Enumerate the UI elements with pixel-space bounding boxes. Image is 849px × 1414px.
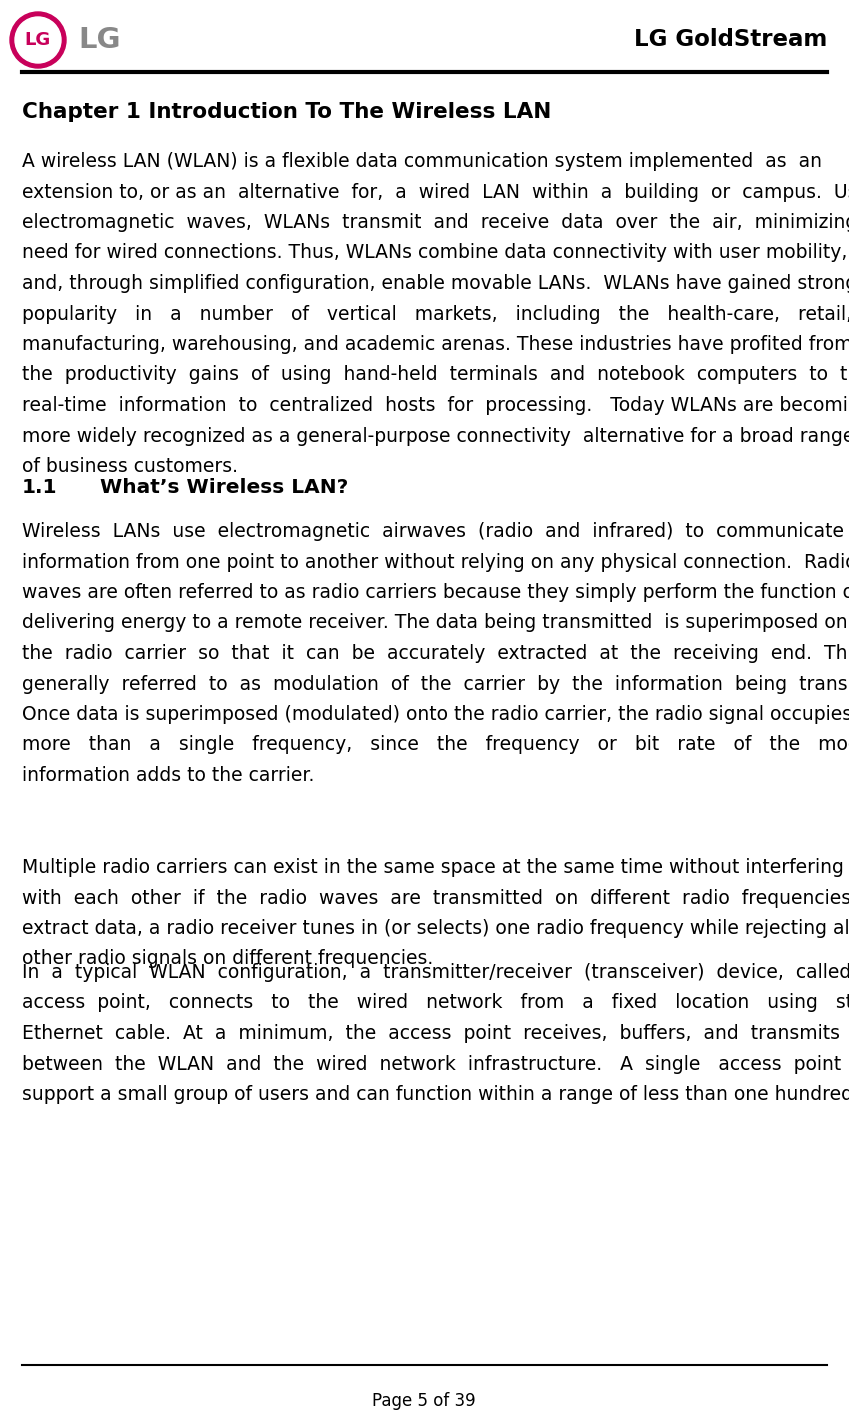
Circle shape	[16, 18, 60, 62]
Text: LG GoldStream: LG GoldStream	[633, 28, 827, 51]
Circle shape	[10, 11, 66, 68]
Text: between  the  WLAN  and  the  wired  network  infrastructure.   A  single   acce: between the WLAN and the wired network i…	[22, 1055, 849, 1073]
Text: Wireless  LANs  use  electromagnetic  airwaves  (radio  and  infrared)  to  comm: Wireless LANs use electromagnetic airwav…	[22, 522, 844, 542]
Text: the  productivity  gains  of  using  hand-held  terminals  and  notebook  comput: the productivity gains of using hand-hel…	[22, 365, 849, 385]
Text: other radio signals on different frequencies.: other radio signals on different frequen…	[22, 949, 433, 969]
Text: access  point,   connects   to   the   wired   network   from   a   fixed   loca: access point, connects to the wired netw…	[22, 994, 849, 1012]
Text: In  a  typical  WLAN  configuration,  a  transmitter/receiver  (transceiver)  de: In a typical WLAN configuration, a trans…	[22, 963, 849, 981]
Circle shape	[13, 14, 64, 65]
Text: more widely recognized as a general-purpose connectivity  alternative for a broa: more widely recognized as a general-purp…	[22, 427, 849, 445]
Text: Multiple radio carriers can exist in the same space at the same time without int: Multiple radio carriers can exist in the…	[22, 858, 844, 877]
Text: real-time  information  to  centralized  hosts  for  processing.   Today WLANs a: real-time information to centralized hos…	[22, 396, 849, 414]
Text: the  radio  carrier  so  that  it  can  be  accurately  extracted  at  the  rece: the radio carrier so that it can be accu…	[22, 643, 849, 663]
Text: extension to, or as an  alternative  for,  a  wired  LAN  within  a  building  o: extension to, or as an alternative for, …	[22, 182, 849, 202]
Text: information from one point to another without relying on any physical connection: information from one point to another wi…	[22, 553, 849, 571]
Text: waves are often referred to as radio carriers because they simply perform the fu: waves are often referred to as radio car…	[22, 583, 849, 602]
Text: of business customers.: of business customers.	[22, 457, 238, 477]
Text: LG: LG	[25, 31, 51, 49]
Text: extract data, a radio receiver tunes in (or selects) one radio frequency while r: extract data, a radio receiver tunes in …	[22, 919, 849, 937]
Text: manufacturing, warehousing, and academic arenas. These industries have profited : manufacturing, warehousing, and academic…	[22, 335, 849, 354]
Text: LG: LG	[78, 25, 121, 54]
Text: more   than   a   single   frequency,   since   the   frequency   or   bit   rat: more than a single frequency, since the …	[22, 735, 849, 755]
Text: 1.1: 1.1	[22, 478, 58, 496]
Circle shape	[15, 17, 61, 64]
Text: support a small group of users and can function within a range of less than one : support a small group of users and can f…	[22, 1085, 849, 1104]
Text: Chapter 1 Introduction To The Wireless LAN: Chapter 1 Introduction To The Wireless L…	[22, 102, 551, 122]
Text: information adds to the carrier.: information adds to the carrier.	[22, 766, 314, 785]
Text: Ethernet  cable.  At  a  minimum,  the  access  point  receives,  buffers,  and : Ethernet cable. At a minimum, the access…	[22, 1024, 849, 1044]
Text: need for wired connections. Thus, WLANs combine data connectivity with user mobi: need for wired connections. Thus, WLANs …	[22, 243, 847, 263]
Text: and, through simplified configuration, enable movable LANs.  WLANs have gained s: and, through simplified configuration, e…	[22, 274, 849, 293]
Text: with  each  other  if  the  radio  waves  are  transmitted  on  different  radio: with each other if the radio waves are t…	[22, 888, 849, 908]
Text: A wireless LAN (WLAN) is a flexible data communication system implemented  as  a: A wireless LAN (WLAN) is a flexible data…	[22, 151, 822, 171]
Text: electromagnetic  waves,  WLANs  transmit  and  receive  data  over  the  air,  m: electromagnetic waves, WLANs transmit an…	[22, 214, 849, 232]
Text: delivering energy to a remote receiver. The data being transmitted  is superimpo: delivering energy to a remote receiver. …	[22, 614, 847, 632]
Text: generally  referred  to  as  modulation  of  the  carrier  by  the  information : generally referred to as modulation of t…	[22, 674, 849, 693]
Text: Page 5 of 39: Page 5 of 39	[372, 1391, 475, 1410]
Text: What’s Wireless LAN?: What’s Wireless LAN?	[100, 478, 348, 496]
Text: popularity   in   a   number   of   vertical   markets,   including   the   heal: popularity in a number of vertical marke…	[22, 304, 849, 324]
Text: Once data is superimposed (modulated) onto the radio carrier, the radio signal o: Once data is superimposed (modulated) on…	[22, 706, 849, 724]
